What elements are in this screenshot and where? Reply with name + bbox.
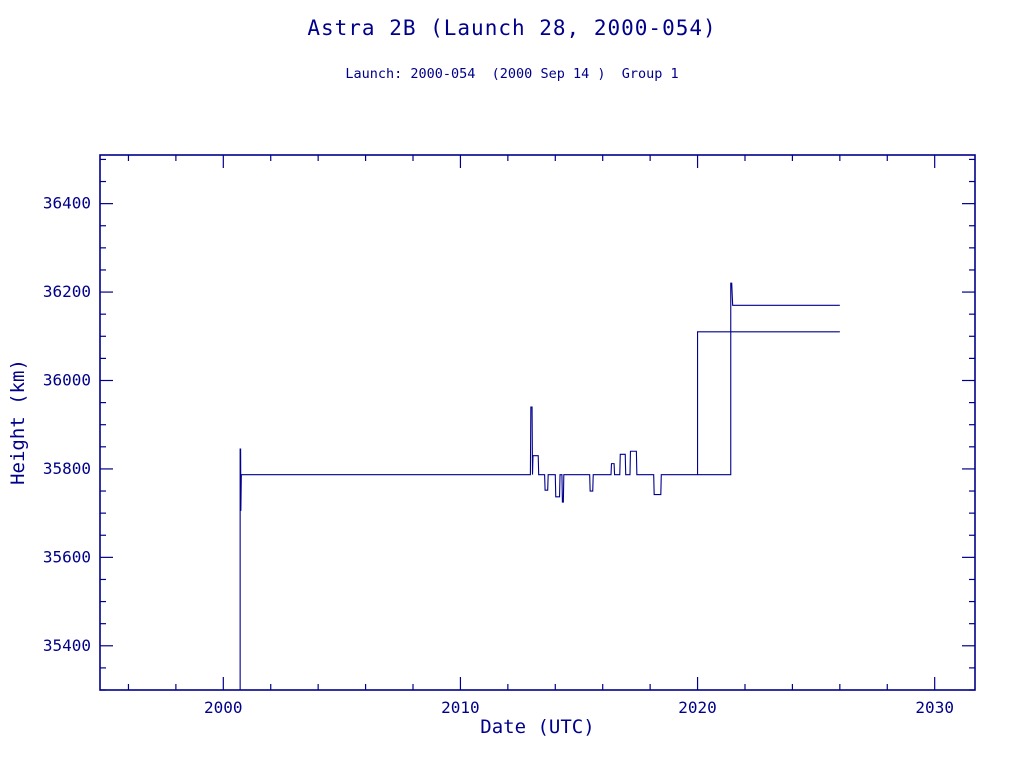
y-tick-label: 35800: [43, 459, 91, 478]
x-tick-label: 2010: [441, 698, 480, 717]
series-height-upper: [697, 331, 840, 475]
y-tick-label: 35600: [43, 547, 91, 566]
y-tick-label: 36400: [43, 194, 91, 213]
x-tick-label: 2000: [204, 698, 243, 717]
y-tick-label: 36200: [43, 282, 91, 301]
x-tick-label: 2020: [678, 698, 717, 717]
chart-title: Astra 2B (Launch 28, 2000-054): [307, 16, 717, 40]
y-axis-label: Height (km): [7, 359, 29, 485]
y-tick-label: 35400: [43, 636, 91, 655]
chart-subtitle: Launch: 2000-054 (2000 Sep 14 ) Group 1: [345, 66, 679, 82]
series-height-main: [239, 282, 840, 690]
plot-frame: [99, 154, 976, 691]
y-tick-label: 36000: [43, 370, 91, 389]
x-axis-label: Date (UTC): [480, 716, 595, 738]
x-tick-label: 2030: [915, 698, 954, 717]
